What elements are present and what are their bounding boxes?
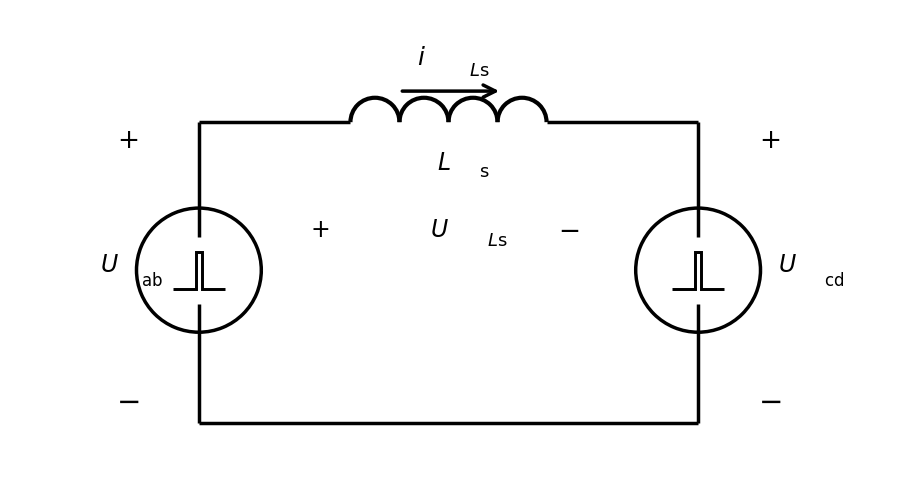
Text: $+$: $+$ — [759, 128, 780, 154]
Text: $\mathrm{s}$: $\mathrm{s}$ — [479, 163, 490, 181]
Text: $\mathrm{ab}$: $\mathrm{ab}$ — [141, 271, 162, 290]
Text: $-$: $-$ — [116, 387, 139, 415]
Text: $+$: $+$ — [117, 128, 138, 154]
Text: $+$: $+$ — [309, 217, 329, 242]
Text: $U$: $U$ — [778, 254, 797, 277]
Text: $-$: $-$ — [758, 387, 781, 415]
Text: $L\mathrm{s}$: $L\mathrm{s}$ — [487, 231, 508, 250]
Text: $L\mathrm{s}$: $L\mathrm{s}$ — [469, 61, 490, 80]
Text: $U$: $U$ — [100, 254, 119, 277]
Text: $i$: $i$ — [417, 46, 426, 70]
Text: $-$: $-$ — [558, 216, 579, 242]
Text: $U$: $U$ — [431, 217, 449, 242]
Text: $\mathrm{cd}$: $\mathrm{cd}$ — [824, 271, 845, 290]
Text: $L$: $L$ — [437, 151, 451, 175]
